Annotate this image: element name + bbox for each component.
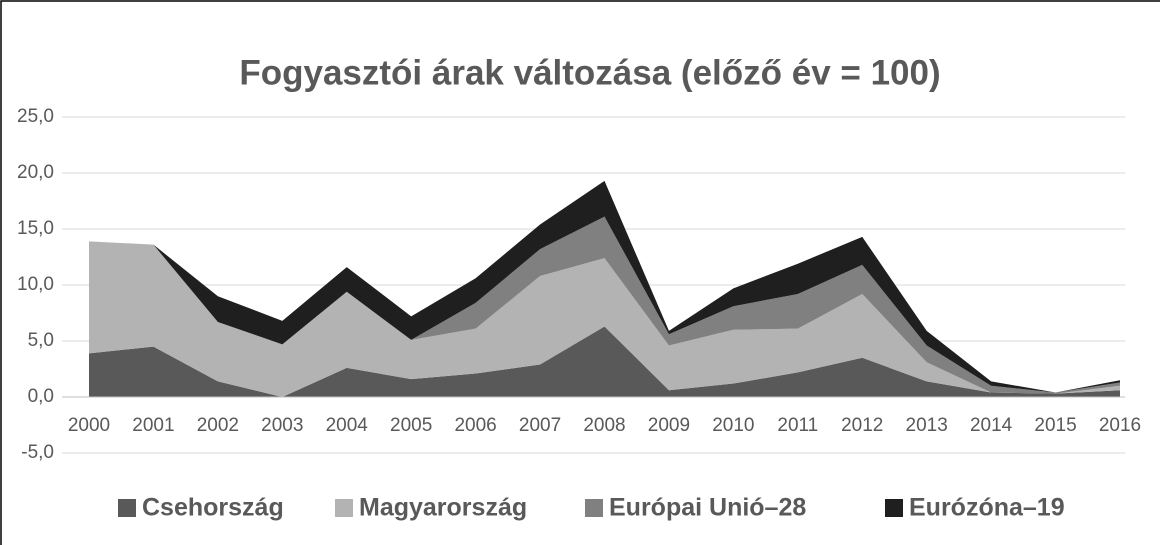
x-tick-label: 2013 (906, 415, 948, 436)
legend-swatch (585, 499, 603, 517)
x-tick-label: 2011 (777, 415, 818, 436)
legend-label: Eurózóna–19 (909, 494, 1065, 522)
x-tick-label: 2004 (326, 415, 369, 436)
x-tick-label: 2003 (261, 415, 303, 436)
x-tick-label: 2000 (68, 415, 110, 436)
x-tick-label: 2005 (390, 415, 432, 436)
area (89, 216, 1120, 394)
y-tick-label: 0,0 (28, 386, 54, 407)
y-tick-label: -5,0 (21, 442, 54, 463)
x-tick-label: 2015 (1034, 415, 1076, 436)
y-tick-label: 15,0 (17, 218, 54, 239)
x-tick-label: 2009 (648, 415, 690, 436)
legend-swatch (118, 499, 136, 517)
y-tick-label: 10,0 (17, 274, 54, 295)
area (89, 241, 1120, 397)
x-tick-label: 2007 (519, 415, 561, 436)
x-tick-label: 2010 (712, 415, 754, 436)
y-tick-label: 5,0 (28, 330, 54, 351)
legend-label: Magyarország (359, 494, 527, 522)
x-tick-label: 2016 (1099, 415, 1141, 436)
y-tick-label: 20,0 (17, 162, 54, 183)
x-tick-label: 2008 (583, 415, 625, 436)
chart-title: Fogyasztói árak változása (előző év = 10… (239, 53, 940, 92)
x-tick-label: 2001 (132, 415, 174, 436)
x-tick-label: 2012 (841, 415, 883, 436)
x-tick-label: 2014 (970, 415, 1013, 436)
legend-label: Csehország (142, 494, 284, 522)
legend-swatch (335, 499, 353, 517)
x-tick-label: 2002 (197, 415, 239, 436)
area (89, 326, 1120, 397)
x-tick-label: 2006 (454, 415, 496, 436)
y-tick-label: 25,0 (17, 106, 54, 127)
legend-label: Európai Unió–28 (609, 494, 806, 522)
legend-swatch (885, 499, 903, 517)
